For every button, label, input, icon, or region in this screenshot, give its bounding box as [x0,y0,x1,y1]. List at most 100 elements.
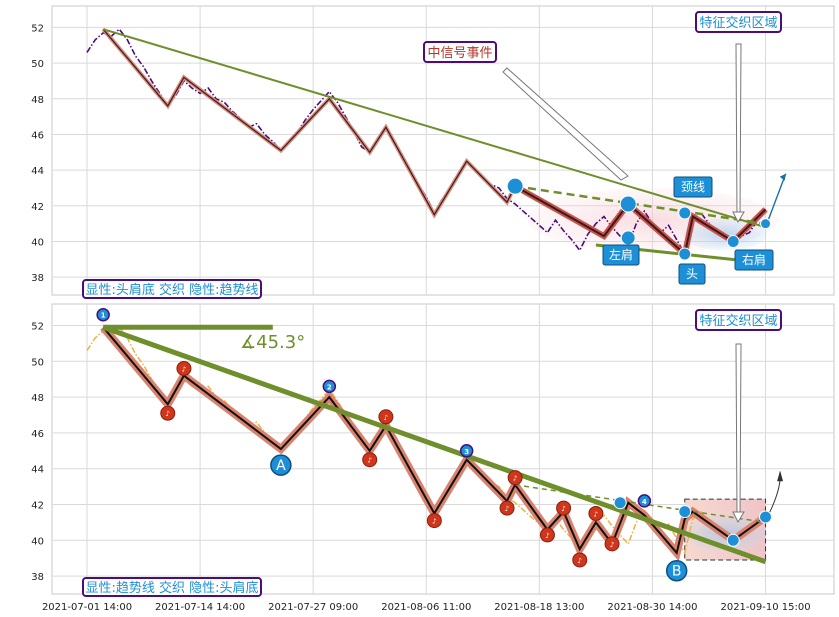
pattern-point-marker [620,230,636,246]
signal-event-label: 中信号事件 [427,46,492,61]
breakout-arrow [764,173,787,228]
top-ytick-label: 50 [31,59,44,70]
signal-event-pointer [502,67,629,181]
top-ytick-label: 42 [31,202,44,213]
top-legend-label-box [82,279,262,299]
right-shoulder-label: 右肩 [742,252,766,267]
zone-point-marker [726,533,740,547]
pattern-point-marker [760,218,772,230]
wave-point-marker [572,552,588,568]
top-ytick-label: 38 [31,273,44,284]
wave-point-glyph: ♪ [182,365,186,373]
wave-point-glyph: ♪ [545,532,549,540]
feature-zone-label: 特征交织区域 [699,15,777,31]
bottom-zone-pointer [735,343,742,516]
xtick-label: 2021-08-30 14:00 [607,602,697,613]
trend-angle-label: ∡45.3° [240,332,305,353]
bottom-ytick-label: 50 [31,357,44,368]
xtick-label: 2021-09-10 15:00 [720,602,810,613]
top-ytick-label: 44 [31,166,44,177]
bottom-breakout-arrowhead [777,470,784,482]
wave-point-marker [378,409,394,425]
wave-point-marker [604,536,620,552]
head-label: 头 [686,267,698,281]
top-ytick-label: 40 [31,237,44,248]
wave-point-glyph: ♪ [610,541,614,549]
neckline-label: 颈线 [681,180,705,194]
zone-point-marker [759,510,773,524]
pattern-point-marker [678,247,692,261]
bottom-trendline [102,324,767,565]
bottom-feature-zone-label-box [695,309,782,331]
chart-markers: ♪ ♪ ♪ ♪ ♪ ♪ ♪ ♪ ♪ ♪ ♪ ♪ 1 2 3 4 A B [96,43,773,582]
wave-point-glyph: ♪ [505,505,509,513]
pattern-point-marker [726,234,740,248]
signal-event-label-box [423,41,497,63]
wave-point-glyph: ♪ [513,475,517,483]
pattern-point-marker [506,177,524,195]
breakout-arrowhead [779,173,786,181]
wave-point-glyph: ♪ [594,510,598,518]
numbered-point-marker [459,444,474,458]
wave-point-marker [499,500,515,516]
chart-labels: 384042444648505238404244464850522021-07-… [31,11,811,613]
wave-point-marker [426,513,442,529]
wave-point-glyph: ♪ [384,414,388,422]
left-shoulder-label: 左肩 [609,247,633,262]
wave-point-glyph: ♪ [432,518,436,526]
wave-point-glyph: ♪ [561,505,565,513]
wave-point-glyph: ♪ [578,557,582,565]
bottom-ytick-label: 48 [31,393,44,404]
wave-point-marker [362,452,378,468]
dashed-neckline [514,184,766,225]
feature-zone-pointer-head [732,211,745,224]
numbered-point-marker [96,307,110,322]
bottom-legend-label-box [82,577,262,597]
numbered-point-label: 4 [642,498,647,506]
letter-point-marker [270,454,292,476]
xtick-label: 2021-07-01 14:00 [42,602,132,613]
xtick-label: 2021-08-06 11:00 [381,602,471,613]
right-shoulder-label-box [734,249,774,271]
bottom-feature-zone-label: 特征交织区域 [699,313,777,329]
wave-point-marker [588,505,604,521]
numbered-point-marker [322,379,337,394]
zone-point-marker [678,505,692,519]
numbered-point-label: 1 [101,312,106,320]
wave-point-glyph: ♪ [166,410,170,418]
grid-lines [52,6,834,594]
letter-point-marker [665,559,688,582]
wave-point-marker [539,527,555,543]
zigzag-line [102,28,516,216]
pattern-point-marker [678,206,692,220]
bottom-legend-label: 显性:趋势线 交织 隐性:头肩底 [85,580,258,596]
wave-point-marker [507,470,523,486]
neckline-label-box [673,176,713,198]
xtick-label: 2021-07-27 09:00 [268,602,358,613]
feature-zone-pointer [735,43,742,216]
bottom-ytick-label: 38 [31,572,44,583]
top-ytick-label: 46 [31,130,44,141]
pattern-point-marker [619,195,637,213]
top-ytick-label: 52 [31,23,44,34]
letter-point-label: A [276,458,286,474]
xtick-label: 2021-07-14 14:00 [155,602,245,613]
zone-point-marker [613,496,627,510]
top-legend-label: 显性:头肩底 交织 隐性:趋势线 [85,282,258,298]
numbered-point-label: 3 [464,448,469,456]
bottom-ytick-label: 52 [31,321,44,332]
head-label-box [678,263,706,285]
bottom-ytick-label: 40 [31,536,44,547]
wave-point-marker [556,500,572,516]
bottom-ytick-label: 42 [31,500,44,511]
letter-point-label: B [672,564,682,580]
wave-point-glyph: ♪ [367,457,371,465]
bottom-zone-pointer-head [732,511,745,524]
top-ytick-label: 48 [31,95,44,106]
wave-point-marker [176,360,192,376]
wave-point-marker [160,405,176,421]
xtick-label: 2021-08-18 13:00 [494,602,584,613]
bottom-ytick-label: 44 [31,465,44,476]
feature-zone-label-box [695,11,782,33]
